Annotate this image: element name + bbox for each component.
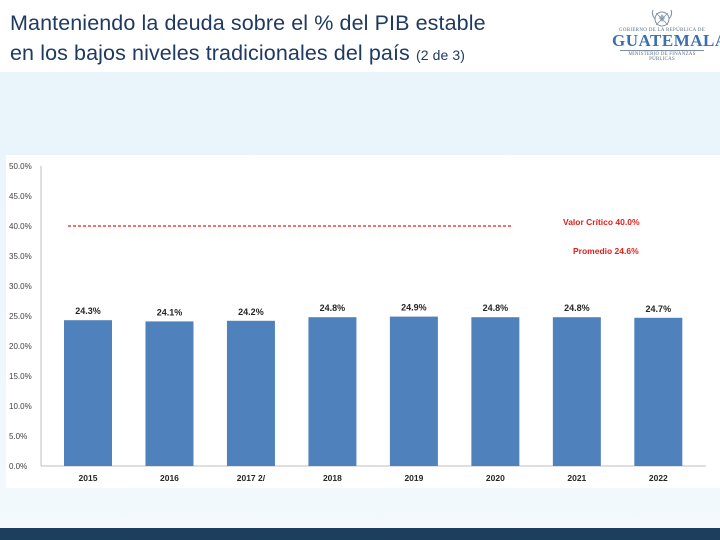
- bar-value-label: 24.9%: [401, 303, 427, 313]
- y-tick-label: 20.0%: [9, 342, 32, 351]
- footer-bar: [0, 528, 720, 540]
- logo-government-text: GOBIERNO DE LA REPÚBLICA DE: [618, 28, 706, 33]
- bar: [552, 317, 601, 466]
- average-label: Promedio 24.6%: [573, 246, 639, 256]
- y-tick-label: 0.0%: [9, 462, 27, 471]
- y-tick-label: 15.0%: [9, 372, 32, 381]
- bar-value-label: 24.1%: [157, 307, 183, 317]
- y-tick-label: 40.0%: [9, 222, 32, 231]
- y-tick-label: 5.0%: [9, 432, 27, 441]
- bar-value-label: 24.8%: [320, 303, 346, 313]
- chart-panel: 0.0% 5.0% 10.0% 15.0% 20.0% 25.0% 30.0% 35.0% 40…: [6, 155, 720, 488]
- critical-value-label: Valor Crítico 40.0%: [563, 217, 640, 227]
- x-tick-label: 2016: [160, 473, 179, 483]
- x-tick-label: 2017 2/: [237, 473, 266, 483]
- x-tick-label: 2021: [567, 473, 586, 483]
- debt-gdp-bar-chart: 0.0% 5.0% 10.0% 15.0% 20.0% 25.0% 30.0% 35.0% 40…: [9, 162, 706, 483]
- x-tick-label: 2019: [404, 473, 423, 483]
- y-tick-label: 30.0%: [9, 282, 32, 291]
- bar-value-label: 24.8%: [483, 303, 509, 313]
- logo-country-name: GUATEMALA: [612, 31, 720, 50]
- bar: [145, 321, 194, 466]
- bar-value-label: 24.2%: [238, 307, 264, 317]
- bar: [389, 316, 438, 466]
- title-line-2-text: en los bajos niveles tradicionales del p…: [10, 41, 410, 65]
- bar-value-label: 24.7%: [646, 304, 672, 314]
- bar-value-label: 24.3%: [75, 306, 101, 316]
- page-title: Manteniendo la deuda sobre el % del PIB …: [10, 8, 600, 70]
- x-tick-label: 2018: [323, 473, 342, 483]
- title-line-1: Manteniendo la deuda sobre el % del PIB …: [10, 11, 486, 35]
- title-suffix: (2 de 3): [415, 47, 466, 63]
- x-tick-label: 2022: [649, 473, 668, 483]
- y-tick-label: 45.0%: [9, 192, 32, 201]
- bar: [634, 317, 683, 466]
- bar: [471, 317, 520, 466]
- bar-value-label: 24.8%: [564, 303, 590, 313]
- bar: [226, 320, 275, 466]
- x-tick-label: 2020: [486, 473, 505, 483]
- y-tick-label: 35.0%: [9, 252, 32, 261]
- bar: [308, 317, 357, 466]
- y-tick-label: 50.0%: [9, 162, 32, 171]
- title-line-2: en los bajos niveles tradicionales del p…: [10, 38, 600, 70]
- coat-of-arms-icon: [651, 9, 673, 27]
- y-tick-label: 10.0%: [9, 402, 32, 411]
- logo-ministry-text: MINISTERIO DE FINANZAS PÚBLICAS: [620, 50, 704, 62]
- x-tick-label: 2015: [79, 473, 98, 483]
- bar: [64, 320, 112, 466]
- y-tick-label: 25.0%: [9, 312, 32, 321]
- government-logo: GOBIERNO DE LA REPÚBLICA DE GUATEMALA MI…: [612, 8, 720, 70]
